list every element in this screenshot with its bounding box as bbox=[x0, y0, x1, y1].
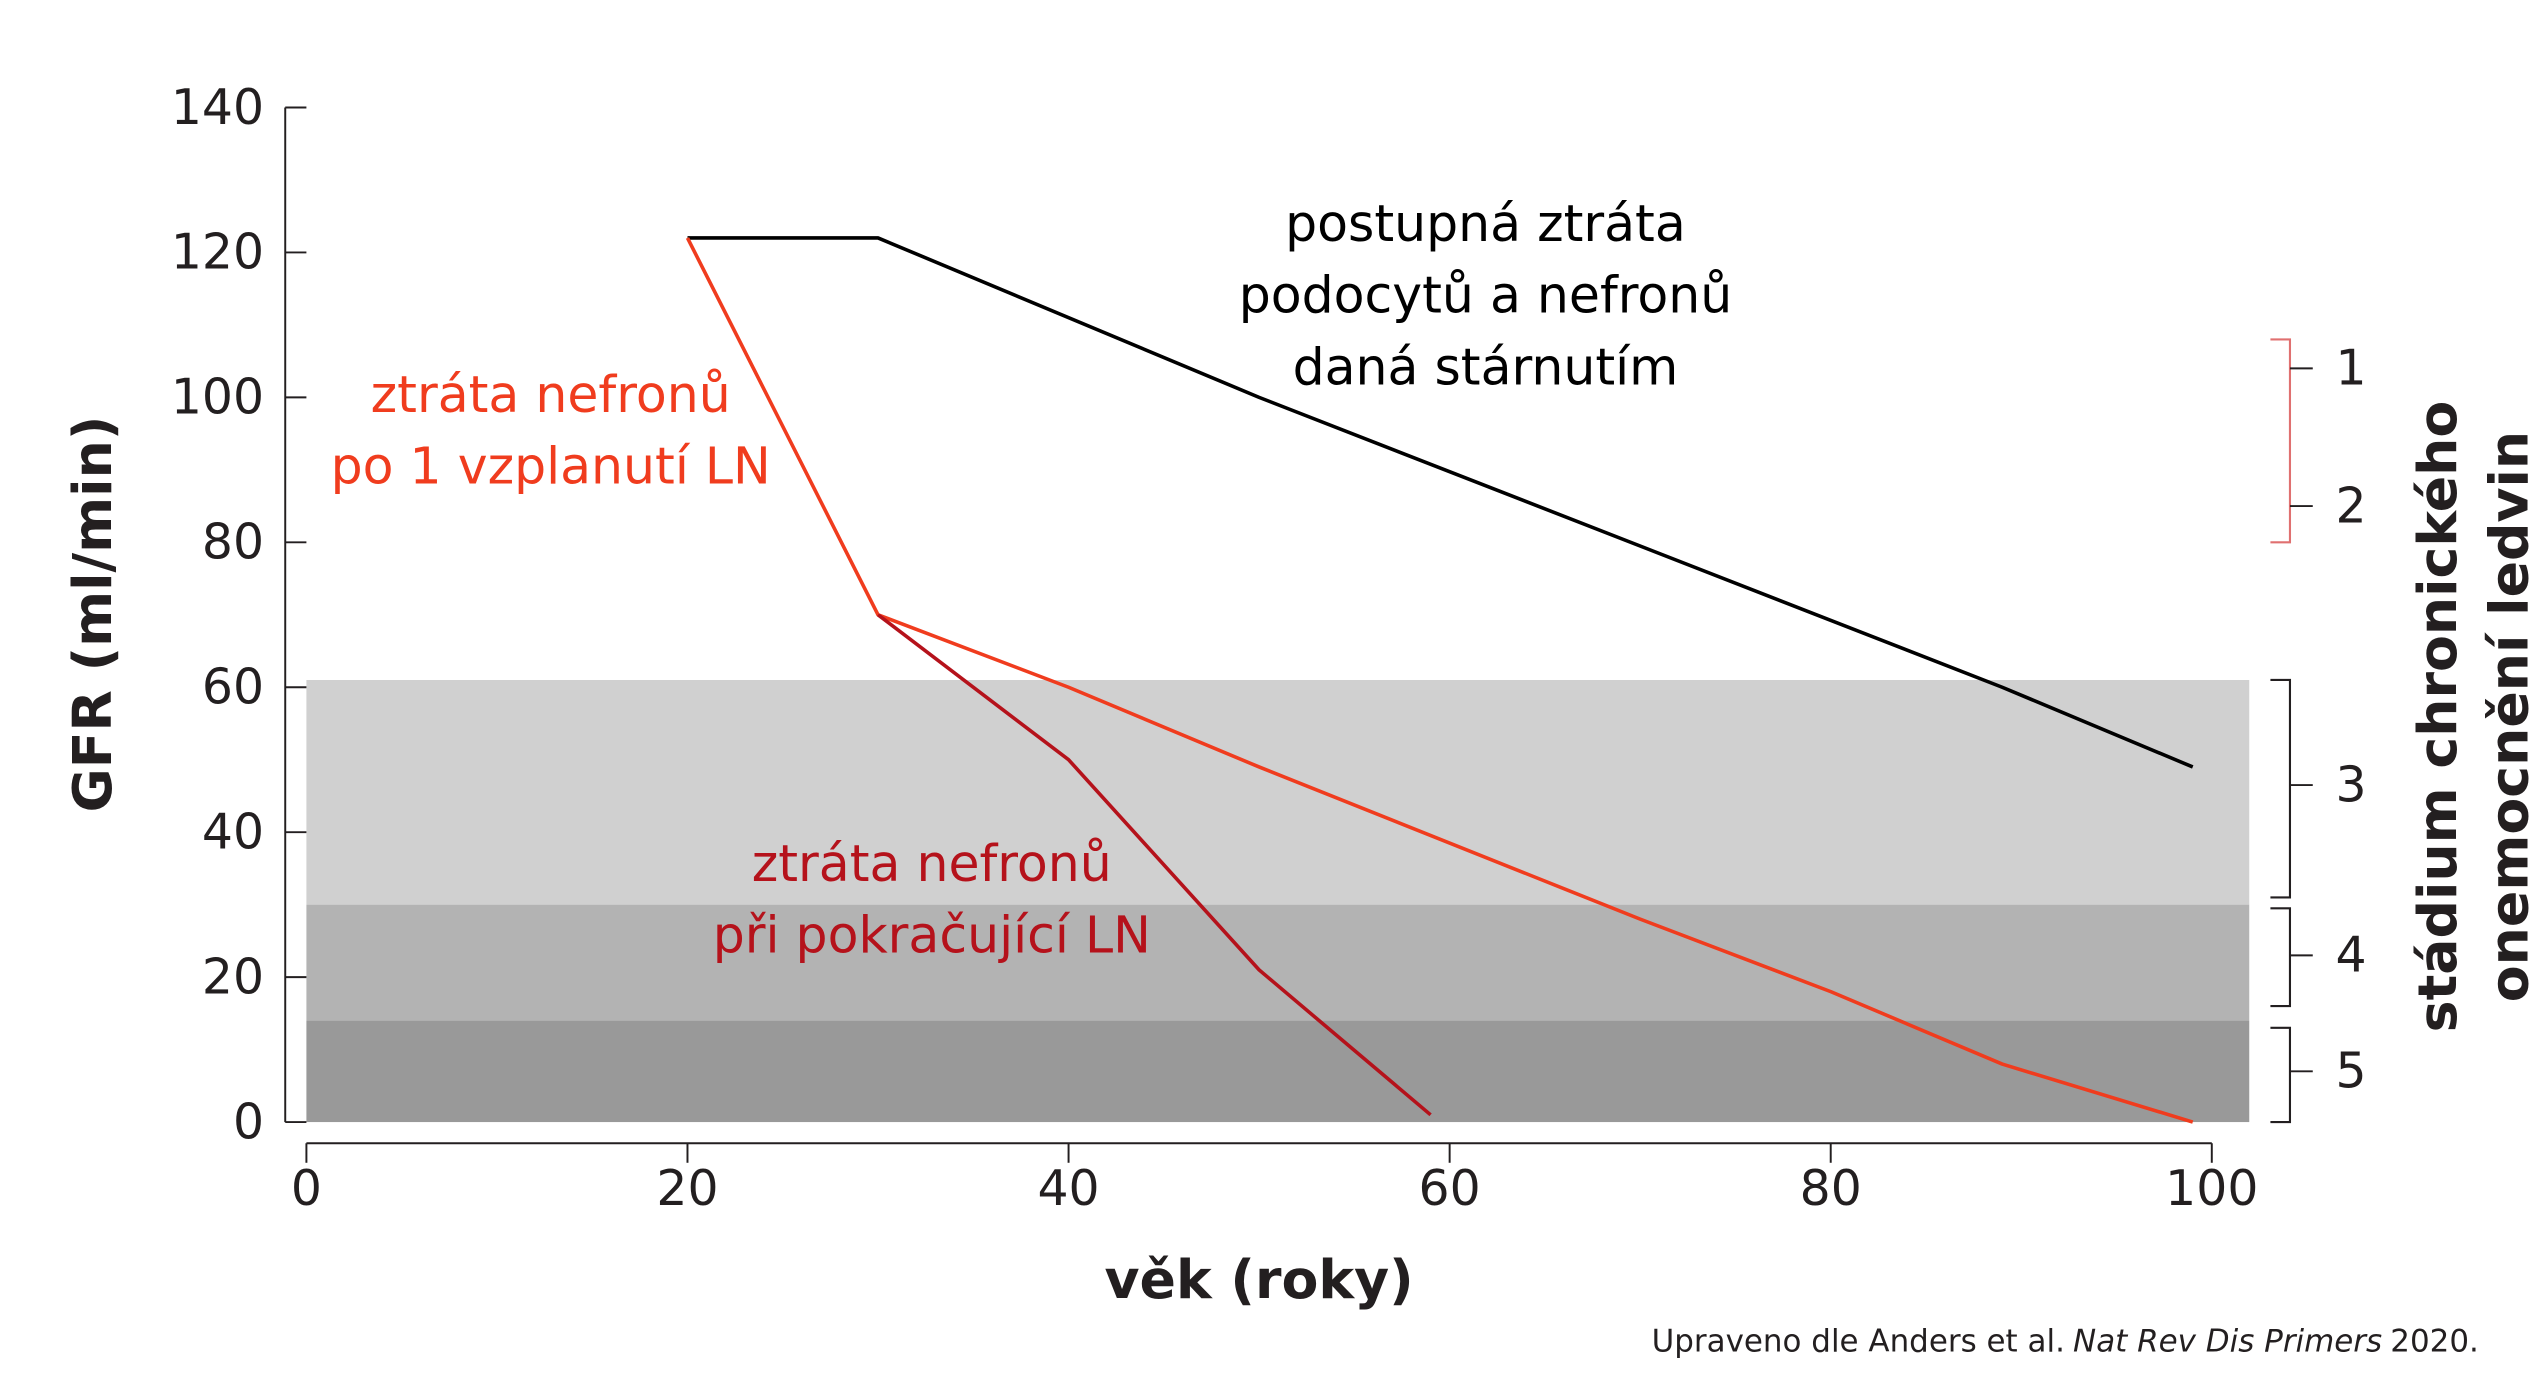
stage-bracket bbox=[2270, 678, 2292, 899]
x-tick-label: 0 bbox=[291, 1160, 322, 1217]
y-tick-label: 60 bbox=[202, 659, 264, 716]
stage-label: 1 bbox=[2336, 340, 2367, 397]
series-annotation: postupná ztráta bbox=[1285, 194, 1686, 253]
y-tick-label: 80 bbox=[202, 514, 264, 571]
x-axis-title: věk (roky) bbox=[1104, 1248, 1413, 1311]
ckd-band bbox=[306, 1020, 2250, 1123]
stage-bracket bbox=[2270, 907, 2292, 1008]
stage-label: 5 bbox=[2336, 1043, 2367, 1100]
stage-bracket bbox=[2270, 1026, 2292, 1124]
series-annotation: podocytů a nefronů bbox=[1239, 266, 1733, 325]
stage-bracket bbox=[2270, 338, 2292, 544]
x-tick-label: 20 bbox=[656, 1160, 718, 1217]
bands bbox=[306, 679, 2250, 1123]
stage-label: 3 bbox=[2336, 756, 2367, 813]
series-annotation: při pokračující LN bbox=[713, 906, 1151, 965]
source: Upraveno dle Anders et al. Nat Rev Dis Pr… bbox=[1652, 1324, 2479, 1360]
y-tick-label: 140 bbox=[171, 79, 264, 136]
source-journal: Nat Rev Dis Primers bbox=[2073, 1324, 2382, 1360]
y2-axis-title: onemocnění ledvin bbox=[2478, 431, 2541, 1002]
y-tick-label: 0 bbox=[233, 1093, 264, 1150]
source-text: Upraveno dle Anders et al. bbox=[1652, 1324, 2065, 1360]
y-tick-label: 120 bbox=[171, 224, 264, 281]
series-line bbox=[876, 613, 1432, 1117]
y-tick-label: 100 bbox=[171, 369, 264, 426]
series-annotation: daná stárnutím bbox=[1293, 337, 1679, 396]
series-line bbox=[685, 237, 2194, 1124]
stage-label: 2 bbox=[2336, 477, 2367, 534]
y2-axis-title: stádium chronického bbox=[2406, 401, 2469, 1033]
ckd-band bbox=[306, 679, 2250, 905]
y-tick-label: 40 bbox=[202, 803, 264, 860]
stage-label: 4 bbox=[2336, 927, 2367, 984]
series-annotation: ztráta nefronů bbox=[752, 834, 1112, 893]
series-line bbox=[687, 236, 2194, 769]
y-tick-label: 20 bbox=[202, 948, 264, 1005]
y-axis-title: GFR (ml/min) bbox=[61, 416, 124, 813]
series-annotation: po 1 vzplanutí LN bbox=[331, 437, 771, 496]
x-tick-label: 40 bbox=[1037, 1160, 1099, 1217]
ckd-band bbox=[306, 904, 2250, 1021]
source-year: 2020. bbox=[2390, 1324, 2479, 1360]
x-tick-label: 80 bbox=[1800, 1160, 1862, 1217]
series-annotation: ztráta nefronů bbox=[371, 365, 731, 424]
x-tick-label: 60 bbox=[1419, 1160, 1481, 1217]
x-tick-label: 100 bbox=[2165, 1160, 2258, 1217]
